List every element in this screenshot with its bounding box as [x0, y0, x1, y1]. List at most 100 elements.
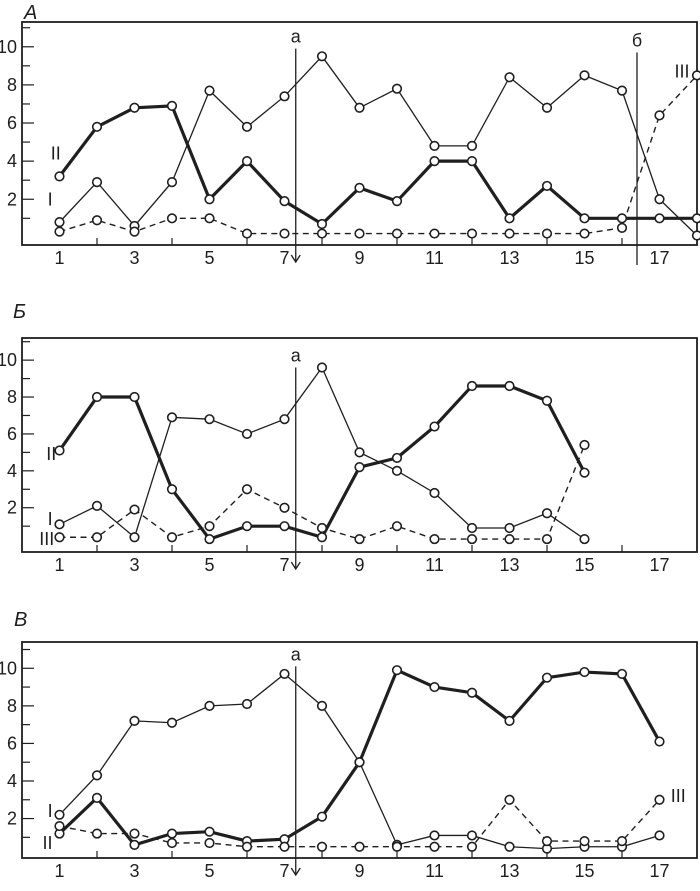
data-point — [279, 668, 290, 680]
data-point — [316, 218, 328, 230]
marker-arrow-a — [290, 254, 301, 264]
data-point — [354, 102, 365, 113]
data-point — [391, 83, 403, 94]
data-point — [391, 465, 403, 476]
data-point — [691, 213, 700, 224]
data-point — [241, 841, 253, 852]
data-point — [204, 414, 215, 425]
data-point — [354, 182, 365, 193]
data-point — [166, 100, 178, 111]
data-point — [279, 228, 290, 239]
series-I-points — [54, 362, 590, 545]
series-II-points — [54, 100, 700, 230]
data-point — [579, 228, 590, 239]
data-point — [204, 837, 215, 849]
marker-arrow-a — [290, 561, 301, 571]
series-label-II: II — [51, 144, 61, 164]
series-label-I: I — [48, 509, 53, 529]
data-point — [391, 665, 403, 676]
data-point — [429, 421, 440, 432]
data-point — [541, 508, 553, 519]
data-point — [166, 837, 178, 849]
data-point — [616, 222, 628, 233]
data-point — [391, 841, 403, 852]
x-tick-label: 1 — [54, 861, 64, 881]
data-point — [129, 226, 140, 237]
data-point — [354, 462, 365, 473]
data-point — [429, 156, 440, 167]
data-point — [541, 835, 553, 847]
panel-title-А: А — [23, 2, 37, 24]
data-point — [241, 121, 253, 132]
data-point — [466, 228, 478, 239]
data-point — [504, 841, 515, 852]
data-point — [129, 839, 140, 850]
data-point — [504, 213, 515, 224]
plot-border — [21, 641, 698, 859]
data-point — [466, 522, 478, 534]
y-tick-label: 4 — [7, 461, 17, 481]
x-tick-label: 7 — [279, 555, 289, 575]
x-tick-label: 9 — [354, 555, 364, 575]
x-tick-label: 11 — [425, 248, 444, 268]
x-tick-label: 1 — [54, 248, 64, 268]
series-III-points — [54, 439, 590, 545]
series-III-points — [54, 70, 700, 239]
data-point — [54, 445, 65, 456]
data-point — [91, 177, 103, 188]
data-point — [504, 228, 515, 239]
data-point — [91, 792, 103, 803]
data-point — [91, 121, 103, 132]
x-tick-label: 13 — [499, 248, 519, 268]
y-tick-label: 8 — [7, 387, 17, 407]
data-point — [241, 428, 253, 440]
data-point — [316, 700, 328, 711]
data-point — [654, 830, 665, 841]
x-tick-label: 5 — [204, 555, 214, 575]
series-label-I: I — [48, 801, 53, 821]
data-point — [129, 532, 140, 543]
panel-title-В: В — [14, 609, 27, 631]
y-tick-label: 8 — [7, 696, 17, 716]
series-label-III: III — [671, 786, 686, 806]
data-point — [654, 194, 665, 205]
data-point — [654, 110, 665, 121]
marker-arrow-a — [290, 867, 301, 877]
data-point — [541, 102, 553, 113]
series-I-line — [59, 366, 585, 540]
data-point — [279, 521, 290, 532]
data-point — [91, 532, 103, 543]
data-point — [204, 700, 215, 711]
x-tick-label: 13 — [499, 861, 519, 881]
data-point — [129, 391, 140, 403]
data-point — [91, 500, 103, 511]
data-point — [391, 196, 403, 207]
data-point — [129, 504, 140, 515]
data-point — [579, 439, 590, 451]
data-point — [466, 830, 478, 841]
data-point — [166, 213, 178, 224]
x-tick-label: 3 — [129, 861, 139, 881]
y-tick-label: 2 — [7, 498, 17, 518]
series-I-line — [59, 55, 698, 236]
data-point — [541, 533, 553, 545]
series-label-III: III — [39, 529, 54, 549]
data-point — [616, 835, 628, 847]
data-point — [166, 412, 178, 423]
data-point — [279, 841, 290, 852]
data-point — [316, 228, 328, 239]
x-tick-label: 5 — [204, 248, 214, 268]
data-point — [579, 533, 590, 545]
data-point — [429, 140, 440, 151]
data-point — [241, 156, 253, 167]
data-point — [579, 666, 590, 678]
data-point — [504, 72, 515, 83]
data-point — [691, 70, 700, 81]
data-point — [241, 484, 253, 495]
data-point — [579, 467, 590, 478]
data-point — [129, 715, 140, 726]
x-tick-label: 3 — [129, 555, 139, 575]
data-point — [466, 140, 478, 151]
